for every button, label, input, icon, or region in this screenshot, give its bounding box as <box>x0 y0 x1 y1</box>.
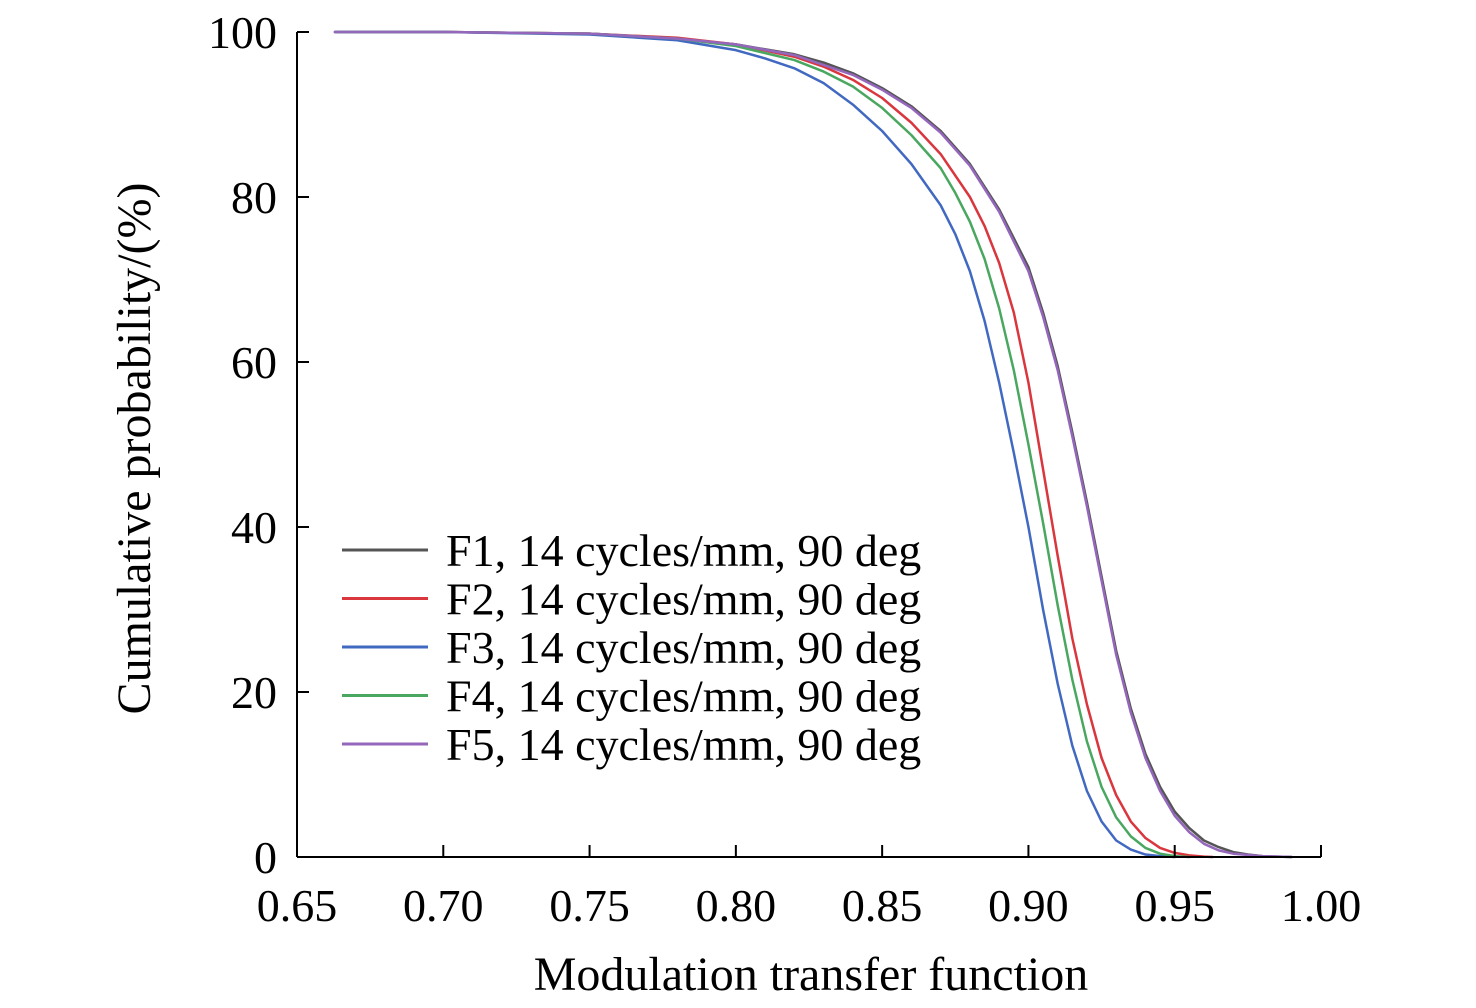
x-tick-label: 0.70 <box>403 880 484 931</box>
series-line-f4 <box>333 30 1191 859</box>
legend-label-f3: F3, 14 cycles/mm, 90 deg <box>446 622 921 673</box>
axes-layer <box>296 32 1321 858</box>
x-tick-label: 0.80 <box>696 880 777 931</box>
y-tick-label: 0 <box>254 832 277 883</box>
legend-label-f2: F2, 14 cycles/mm, 90 deg <box>446 574 921 625</box>
x-tick-label: 0.65 <box>257 880 338 931</box>
y-tick-label: 40 <box>231 502 277 553</box>
legend-label-f1: F1, 14 cycles/mm, 90 deg <box>446 525 921 576</box>
y-axis-ticks: 0 20 40 60 80 100 <box>208 7 309 883</box>
x-tick-label: 0.90 <box>988 880 1069 931</box>
series-layer <box>333 30 1293 859</box>
series-line-f5 <box>333 30 1293 859</box>
legend-label-f5: F5, 14 cycles/mm, 90 deg <box>446 719 921 770</box>
x-tick-label: 1.00 <box>1281 880 1362 931</box>
x-tick-label: 0.75 <box>549 880 630 931</box>
series-line-f3 <box>333 30 1176 859</box>
x-tick-label: 0.95 <box>1134 880 1215 931</box>
y-tick-label: 100 <box>208 7 277 58</box>
y-tick-label: 20 <box>231 667 277 718</box>
y-tick-label: 80 <box>231 172 277 223</box>
x-axis-ticks: 0.65 0.70 0.75 0.80 0.85 0.90 0.95 1.00 <box>257 845 1362 931</box>
legend-label-f4: F4, 14 cycles/mm, 90 deg <box>446 671 921 722</box>
x-tick-label: 0.85 <box>842 880 923 931</box>
y-tick-label: 60 <box>231 337 277 388</box>
y-axis-title: Cumulative probability/(%) <box>108 183 161 715</box>
x-axis-title: Modulation transfer function <box>534 948 1089 1001</box>
